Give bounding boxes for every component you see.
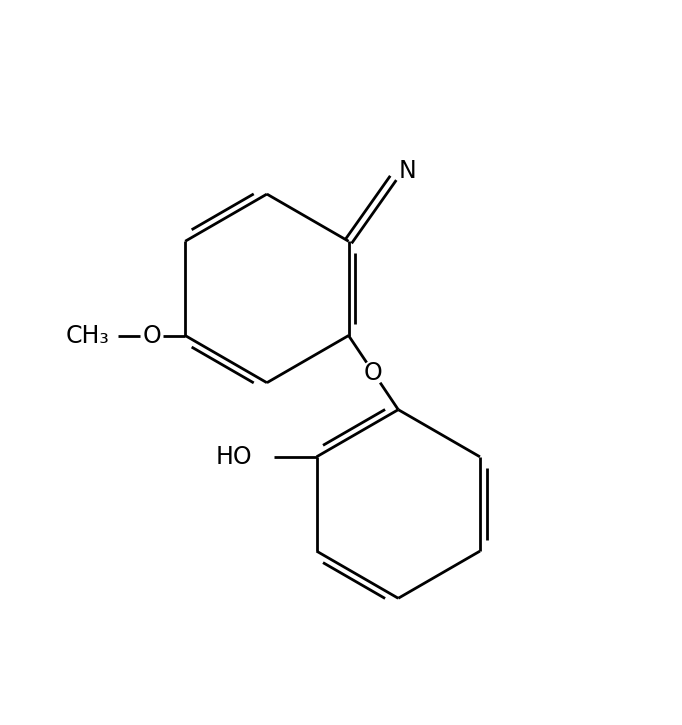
- Text: O: O: [364, 360, 383, 384]
- Text: O: O: [142, 323, 161, 347]
- Text: N: N: [399, 160, 417, 183]
- Text: CH₃: CH₃: [66, 323, 110, 347]
- Text: HO: HO: [216, 445, 252, 469]
